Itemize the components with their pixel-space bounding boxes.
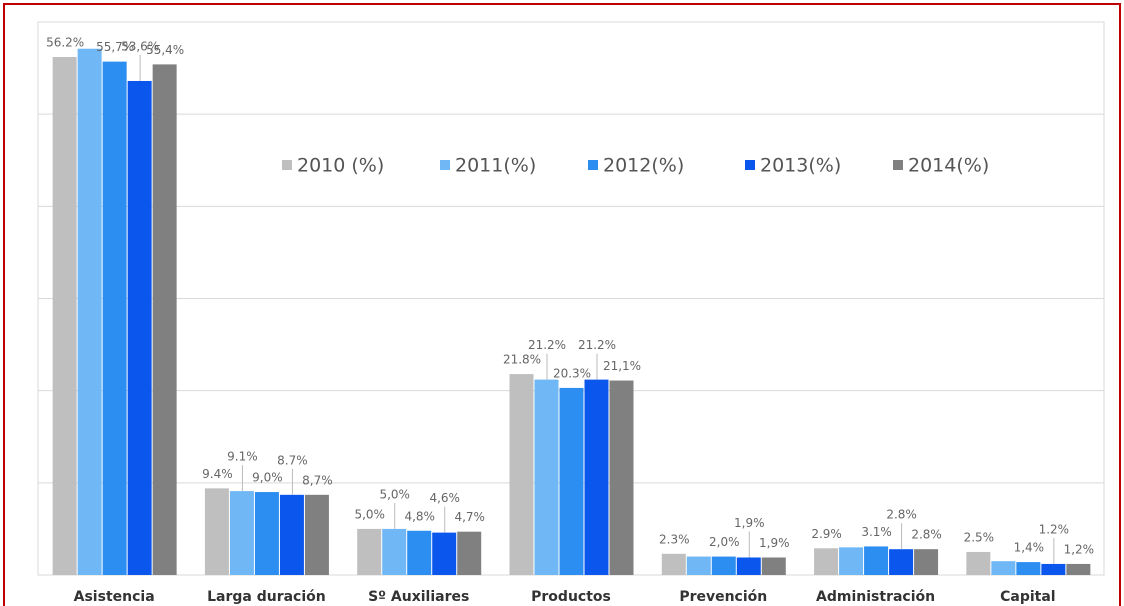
- data-label: 2.8%: [886, 508, 917, 522]
- data-label: 21.2%: [528, 338, 566, 352]
- bar: [77, 48, 102, 575]
- bar: [839, 547, 864, 575]
- data-label: 2.3%: [659, 532, 690, 546]
- bar: [736, 557, 761, 575]
- bar: [127, 80, 152, 575]
- bar: [761, 557, 786, 575]
- bar: [1016, 562, 1041, 575]
- data-label: 20.3%: [553, 366, 591, 380]
- data-label: 53,6%: [121, 39, 159, 53]
- bar: [279, 494, 304, 575]
- bar: [1041, 563, 1066, 575]
- bar: [661, 553, 686, 575]
- data-label: 2.8%: [911, 528, 942, 542]
- data-label: 5,0%: [354, 507, 385, 521]
- bar: [914, 549, 939, 575]
- data-label: 2.5%: [964, 530, 995, 544]
- data-label: 2.9%: [811, 527, 842, 541]
- frame: [3, 3, 1121, 606]
- data-label: 9.4%: [202, 467, 233, 481]
- data-label: 4,8%: [404, 509, 435, 523]
- legend-label: 2014(%): [908, 155, 989, 177]
- bar: [509, 374, 534, 575]
- legend-label: 2013(%): [760, 155, 841, 177]
- bar: [889, 549, 914, 575]
- data-label: 1,4%: [1014, 541, 1045, 555]
- legend-swatch: [588, 160, 598, 170]
- data-label: 21,1%: [603, 359, 641, 373]
- bar: [432, 532, 457, 575]
- data-label: 3.1%: [861, 525, 892, 539]
- legend-swatch: [893, 160, 903, 170]
- bar: [966, 551, 991, 575]
- bar: [991, 561, 1016, 575]
- data-label: 4,6%: [429, 491, 460, 505]
- data-label: 8,7%: [302, 473, 333, 487]
- legend-swatch: [282, 160, 292, 170]
- bar: [584, 379, 609, 575]
- data-label: 21.8%: [503, 353, 541, 367]
- bar: [304, 494, 329, 575]
- bar: [609, 380, 634, 575]
- data-label: 4,7%: [454, 510, 485, 524]
- bar: [534, 379, 559, 575]
- legend-swatch: [440, 160, 450, 170]
- bar: [686, 556, 711, 575]
- legend-swatch: [745, 160, 755, 170]
- bar: [407, 530, 432, 575]
- data-label: 1,2%: [1064, 542, 1095, 556]
- legend-label: 2012(%): [603, 155, 684, 177]
- bar: [229, 491, 254, 575]
- x-tick-label: Prevención: [679, 589, 767, 605]
- legend-label: 2010 (%): [297, 155, 384, 177]
- data-label: 5,0%: [379, 487, 410, 501]
- bar: [204, 488, 229, 575]
- data-label: 1.2%: [1039, 522, 1070, 536]
- x-tick-label: Sº Auxiliares: [368, 589, 469, 605]
- x-tick-label: Administración: [816, 589, 935, 605]
- bar: [357, 528, 382, 575]
- bar: [814, 548, 839, 575]
- bar: [152, 64, 177, 575]
- legend-label: 2011(%): [455, 155, 536, 177]
- bar: [711, 556, 736, 575]
- bar: [457, 531, 482, 575]
- data-label: 8.7%: [277, 453, 308, 467]
- bar: [559, 387, 584, 575]
- x-tick-label: Productos: [531, 589, 611, 605]
- bar: [52, 57, 77, 576]
- data-label: 21.2%: [578, 338, 616, 352]
- data-label: 2,0%: [709, 535, 740, 549]
- x-tick-label: Larga duración: [207, 589, 326, 605]
- bar: [102, 61, 127, 576]
- data-label: 9.1%: [227, 450, 258, 464]
- data-label: 9,0%: [252, 471, 283, 485]
- x-tick-label: Asistencia: [74, 589, 155, 605]
- bar: [1066, 563, 1091, 575]
- data-label: 1,9%: [759, 536, 790, 550]
- data-label: 55,4%: [146, 43, 184, 57]
- x-tick-label: Capital: [1000, 589, 1055, 605]
- data-label: 55,7%: [96, 40, 134, 54]
- bar: [382, 528, 407, 575]
- bar: [254, 492, 279, 575]
- data-label: 1,9%: [734, 516, 765, 530]
- bar: [864, 546, 889, 575]
- data-label: 56.2%: [46, 36, 84, 50]
